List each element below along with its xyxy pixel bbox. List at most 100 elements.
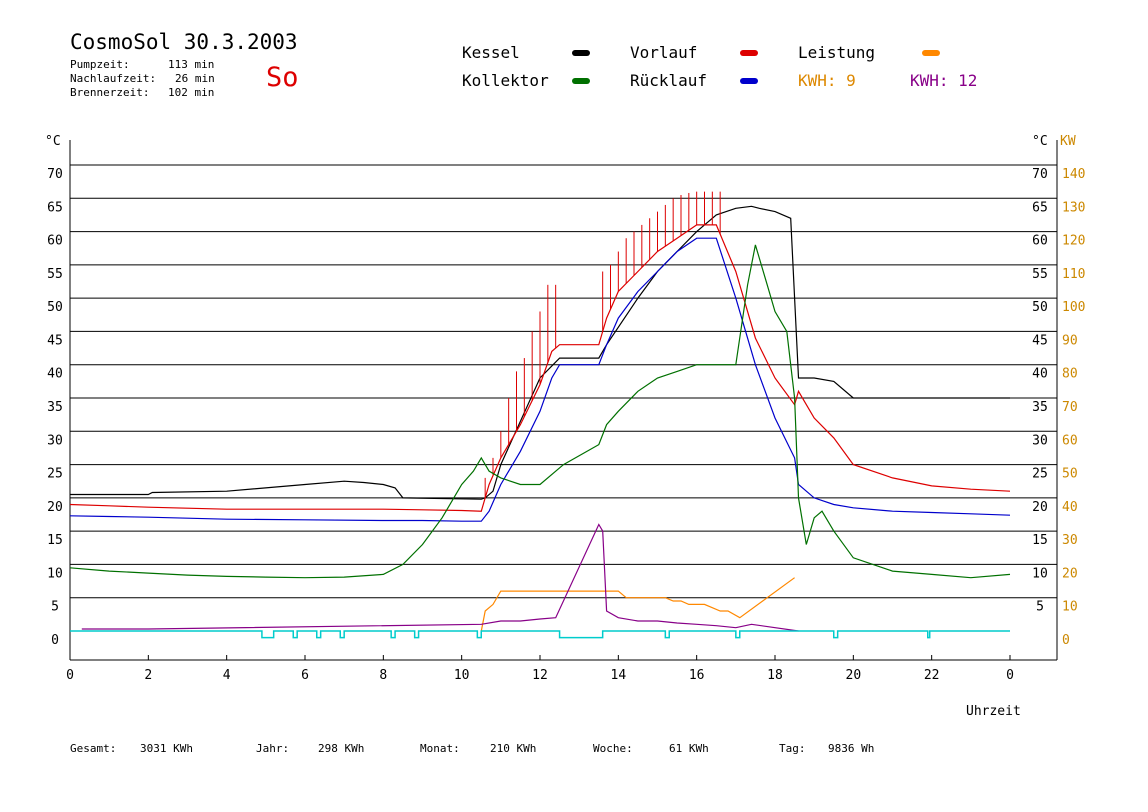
y2-tick-label: 140 bbox=[1062, 167, 1085, 182]
legend-leistung-label: Leistung bbox=[798, 43, 876, 62]
y-right-axis-label: °C bbox=[1032, 134, 1048, 149]
weekday-label: So bbox=[266, 62, 299, 93]
legend-kwh-1: KWH: 9 bbox=[798, 71, 856, 90]
y-tick-label: 40 bbox=[47, 367, 63, 382]
y-tick-label: 35 bbox=[47, 400, 63, 415]
series-line bbox=[81, 523, 799, 632]
nachlaufzeit-value: 26 min bbox=[175, 72, 215, 85]
x-tick-label: 22 bbox=[924, 668, 940, 683]
y-tick-label: 55 bbox=[47, 267, 63, 282]
legend-leistung-swatch bbox=[922, 50, 940, 56]
y2-tick-label: 70 bbox=[1062, 400, 1078, 415]
series-line bbox=[480, 577, 795, 632]
y-tick-label: 20 bbox=[47, 500, 63, 515]
x-tick-label: 0 bbox=[1006, 668, 1014, 683]
y2-tick-label: 20 bbox=[1062, 566, 1078, 581]
jahr-value: 298 KWh bbox=[318, 742, 365, 755]
monat-value: 210 KWh bbox=[490, 742, 537, 755]
pumpzeit-value: 113 min bbox=[168, 58, 215, 71]
chart-title: CosmoSol 30.3.2003 bbox=[70, 30, 298, 54]
y-right-tick-label: 30 bbox=[1032, 433, 1048, 448]
y-right-tick-label: 60 bbox=[1032, 234, 1048, 249]
x-tick-label: 18 bbox=[767, 668, 783, 683]
x-tick-label: 2 bbox=[144, 668, 152, 683]
chart-grid bbox=[70, 164, 1057, 599]
legend-kwh-2: KWH: 12 bbox=[910, 71, 978, 90]
pump-status-line bbox=[70, 630, 1010, 639]
y-tick-label: 25 bbox=[47, 467, 63, 482]
y2-axis-label: KW bbox=[1060, 134, 1076, 149]
y-right-tick-label: 25 bbox=[1032, 467, 1048, 482]
y-tick-label: 65 bbox=[47, 200, 63, 215]
y2-tick-label: 50 bbox=[1062, 467, 1078, 482]
tag-label: Tag: bbox=[779, 742, 806, 755]
y-right-tick-label: 15 bbox=[1032, 533, 1048, 548]
tag-value: 9836 Wh bbox=[828, 742, 875, 755]
x-tick-label: 0 bbox=[66, 668, 74, 683]
gesamt-label: Gesamt: bbox=[70, 742, 117, 755]
series-line bbox=[69, 237, 1011, 522]
y2-tick-label: 90 bbox=[1062, 333, 1078, 348]
woche-value: 61 KWh bbox=[669, 742, 709, 755]
x-tick-label: 12 bbox=[532, 668, 548, 683]
legend-vorlauf-label: Vorlauf bbox=[630, 43, 698, 62]
nachlaufzeit-label: Nachlaufzeit: bbox=[70, 72, 157, 85]
legend-kollektor-swatch bbox=[572, 78, 590, 84]
y2-tick-label: 130 bbox=[1062, 200, 1085, 215]
y-right-tick-label: 40 bbox=[1032, 367, 1048, 382]
y2-tick-label: 60 bbox=[1062, 433, 1078, 448]
x-tick-label: 20 bbox=[846, 668, 862, 683]
legend-vorlauf-swatch bbox=[740, 50, 758, 56]
y-tick-label: 70 bbox=[47, 167, 63, 182]
x-tick-label: 4 bbox=[223, 668, 231, 683]
y2-tick-label: 0 bbox=[1062, 633, 1070, 648]
series-line bbox=[69, 244, 1011, 579]
legend-ruecklauf-swatch bbox=[740, 78, 758, 84]
y-right-tick-label: 65 bbox=[1032, 200, 1048, 215]
legend-kessel-swatch bbox=[572, 50, 590, 56]
x-tick-label: 14 bbox=[611, 668, 627, 683]
y-right-tick-label: 45 bbox=[1032, 333, 1048, 348]
brennerzeit-value: 102 min bbox=[168, 86, 215, 99]
gesamt-value: 3031 KWh bbox=[140, 742, 193, 755]
y-tick-label: 50 bbox=[47, 300, 63, 315]
y-right-tick-label: 55 bbox=[1032, 267, 1048, 282]
brennerzeit-label: Brennerzeit: bbox=[70, 86, 150, 99]
y-tick-label: 45 bbox=[47, 333, 63, 348]
y-tick-label: 0 bbox=[51, 633, 59, 648]
chart-axes bbox=[69, 140, 1058, 661]
y2-tick-label: 100 bbox=[1062, 300, 1085, 315]
monat-label: Monat: bbox=[420, 742, 460, 755]
y-tick-label: 10 bbox=[47, 566, 63, 581]
chart-labels: 0 2 4 6 8 10 12 14 16 18 20 22 005101520253035404550… bbox=[45, 134, 1085, 719]
y2-tick-label: 110 bbox=[1062, 267, 1085, 282]
x-tick-label: 10 bbox=[454, 668, 470, 683]
chart-series bbox=[69, 191, 1011, 639]
woche-label: Woche: bbox=[593, 742, 633, 755]
jahr-label: Jahr: bbox=[256, 742, 290, 755]
series-line bbox=[69, 224, 1011, 512]
y-tick-label: 60 bbox=[47, 234, 63, 249]
y-right-tick-label: 50 bbox=[1032, 300, 1048, 315]
y-tick-label: 5 bbox=[51, 600, 59, 615]
y-tick-label: 30 bbox=[47, 433, 63, 448]
y-right-tick-label: 35 bbox=[1032, 400, 1048, 415]
series-line bbox=[70, 205, 1010, 500]
y-axis-label: °C bbox=[45, 134, 61, 149]
y2-tick-label: 40 bbox=[1062, 500, 1078, 515]
y-right-tick-label: 70 bbox=[1032, 167, 1048, 182]
y-right-tick-label: 10 bbox=[1032, 566, 1048, 581]
x-tick-label: 8 bbox=[379, 668, 387, 683]
legend-kollektor-label: Kollektor bbox=[462, 71, 549, 90]
y2-tick-label: 10 bbox=[1062, 600, 1078, 615]
y2-tick-label: 120 bbox=[1062, 234, 1085, 249]
legend-ruecklauf-label: Rücklauf bbox=[630, 71, 708, 90]
y2-tick-label: 30 bbox=[1062, 533, 1078, 548]
x-tick-label: 6 bbox=[301, 668, 309, 683]
y-right-tick-label: 20 bbox=[1032, 500, 1048, 515]
y-right-tick-label: 5 bbox=[1036, 600, 1044, 615]
x-tick-label: 16 bbox=[689, 668, 705, 683]
y-tick-label: 15 bbox=[47, 533, 63, 548]
pumpzeit-label: Pumpzeit: bbox=[70, 58, 130, 71]
